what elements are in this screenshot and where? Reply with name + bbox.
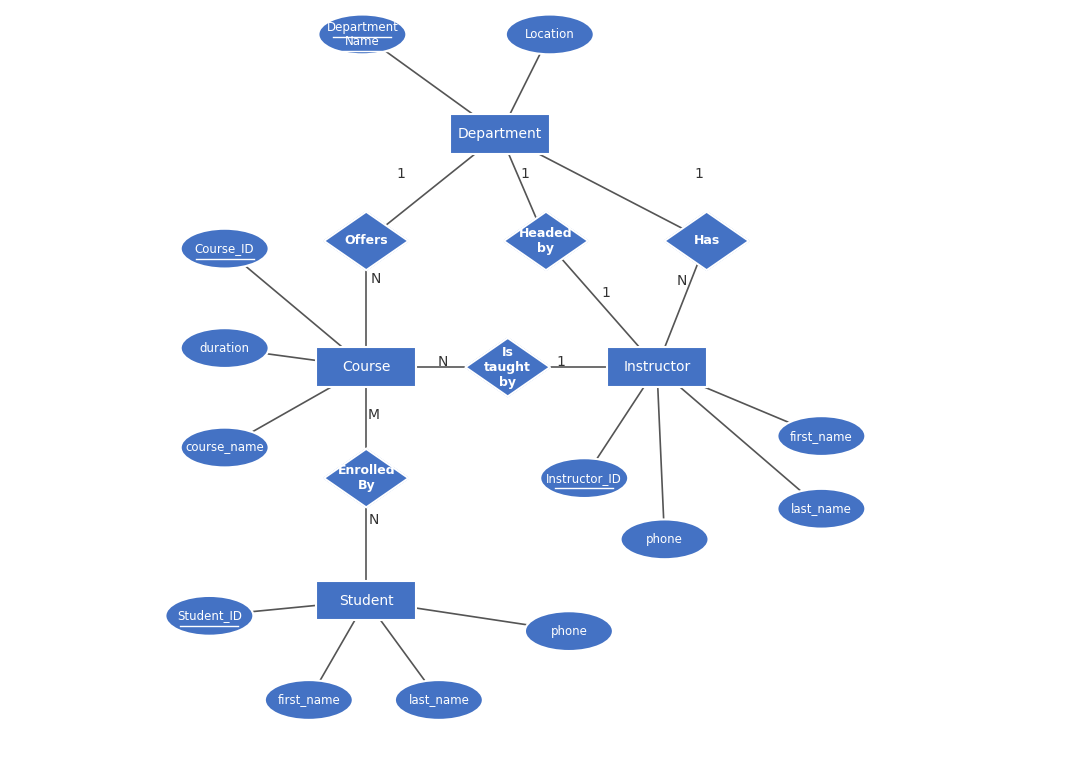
Text: Department: Department bbox=[326, 21, 399, 34]
Ellipse shape bbox=[181, 328, 268, 368]
Text: 1: 1 bbox=[601, 286, 610, 300]
Text: N: N bbox=[677, 274, 687, 288]
Polygon shape bbox=[324, 449, 408, 507]
Text: 1: 1 bbox=[695, 167, 703, 181]
Text: N: N bbox=[371, 272, 382, 286]
Polygon shape bbox=[503, 212, 588, 270]
Text: M: M bbox=[368, 408, 379, 422]
FancyBboxPatch shape bbox=[316, 347, 416, 387]
Text: last_name: last_name bbox=[408, 694, 469, 706]
Polygon shape bbox=[324, 212, 408, 270]
Text: first_name: first_name bbox=[790, 430, 853, 442]
Ellipse shape bbox=[777, 416, 866, 456]
Text: first_name: first_name bbox=[278, 694, 340, 706]
Text: Name: Name bbox=[345, 35, 379, 47]
Text: phone: phone bbox=[551, 625, 587, 637]
Ellipse shape bbox=[525, 611, 613, 651]
Text: Student: Student bbox=[339, 594, 393, 607]
Ellipse shape bbox=[181, 229, 268, 269]
Text: N: N bbox=[369, 513, 379, 527]
Text: Course: Course bbox=[342, 360, 390, 374]
Ellipse shape bbox=[621, 519, 709, 559]
Text: Student_ID: Student_ID bbox=[176, 610, 242, 622]
Ellipse shape bbox=[265, 680, 353, 720]
Ellipse shape bbox=[777, 489, 866, 529]
Text: Course_ID: Course_ID bbox=[195, 243, 254, 255]
Text: last_name: last_name bbox=[791, 503, 852, 515]
Ellipse shape bbox=[319, 15, 406, 54]
Text: Instructor_ID: Instructor_ID bbox=[546, 472, 622, 484]
Text: course_name: course_name bbox=[185, 441, 264, 454]
Text: Offers: Offers bbox=[344, 235, 388, 247]
Text: duration: duration bbox=[200, 342, 250, 354]
Text: Headed
by: Headed by bbox=[520, 227, 573, 255]
FancyBboxPatch shape bbox=[450, 114, 549, 154]
Ellipse shape bbox=[506, 15, 593, 54]
Text: 1: 1 bbox=[397, 167, 405, 181]
FancyBboxPatch shape bbox=[607, 347, 707, 387]
Text: Enrolled
By: Enrolled By bbox=[338, 464, 396, 492]
Polygon shape bbox=[664, 212, 749, 270]
Text: N: N bbox=[437, 355, 448, 369]
Text: Instructor: Instructor bbox=[623, 360, 691, 374]
Text: Is
taught
by: Is taught by bbox=[484, 346, 531, 389]
Ellipse shape bbox=[394, 680, 483, 720]
Text: phone: phone bbox=[646, 533, 683, 545]
Text: 1: 1 bbox=[556, 355, 564, 369]
Text: Department: Department bbox=[458, 127, 542, 141]
Polygon shape bbox=[465, 338, 549, 396]
Text: Has: Has bbox=[694, 235, 719, 247]
Ellipse shape bbox=[166, 596, 253, 636]
Text: 1: 1 bbox=[521, 167, 530, 181]
FancyBboxPatch shape bbox=[316, 581, 416, 620]
Text: Location: Location bbox=[525, 28, 575, 41]
Ellipse shape bbox=[540, 458, 629, 498]
Ellipse shape bbox=[181, 428, 268, 467]
